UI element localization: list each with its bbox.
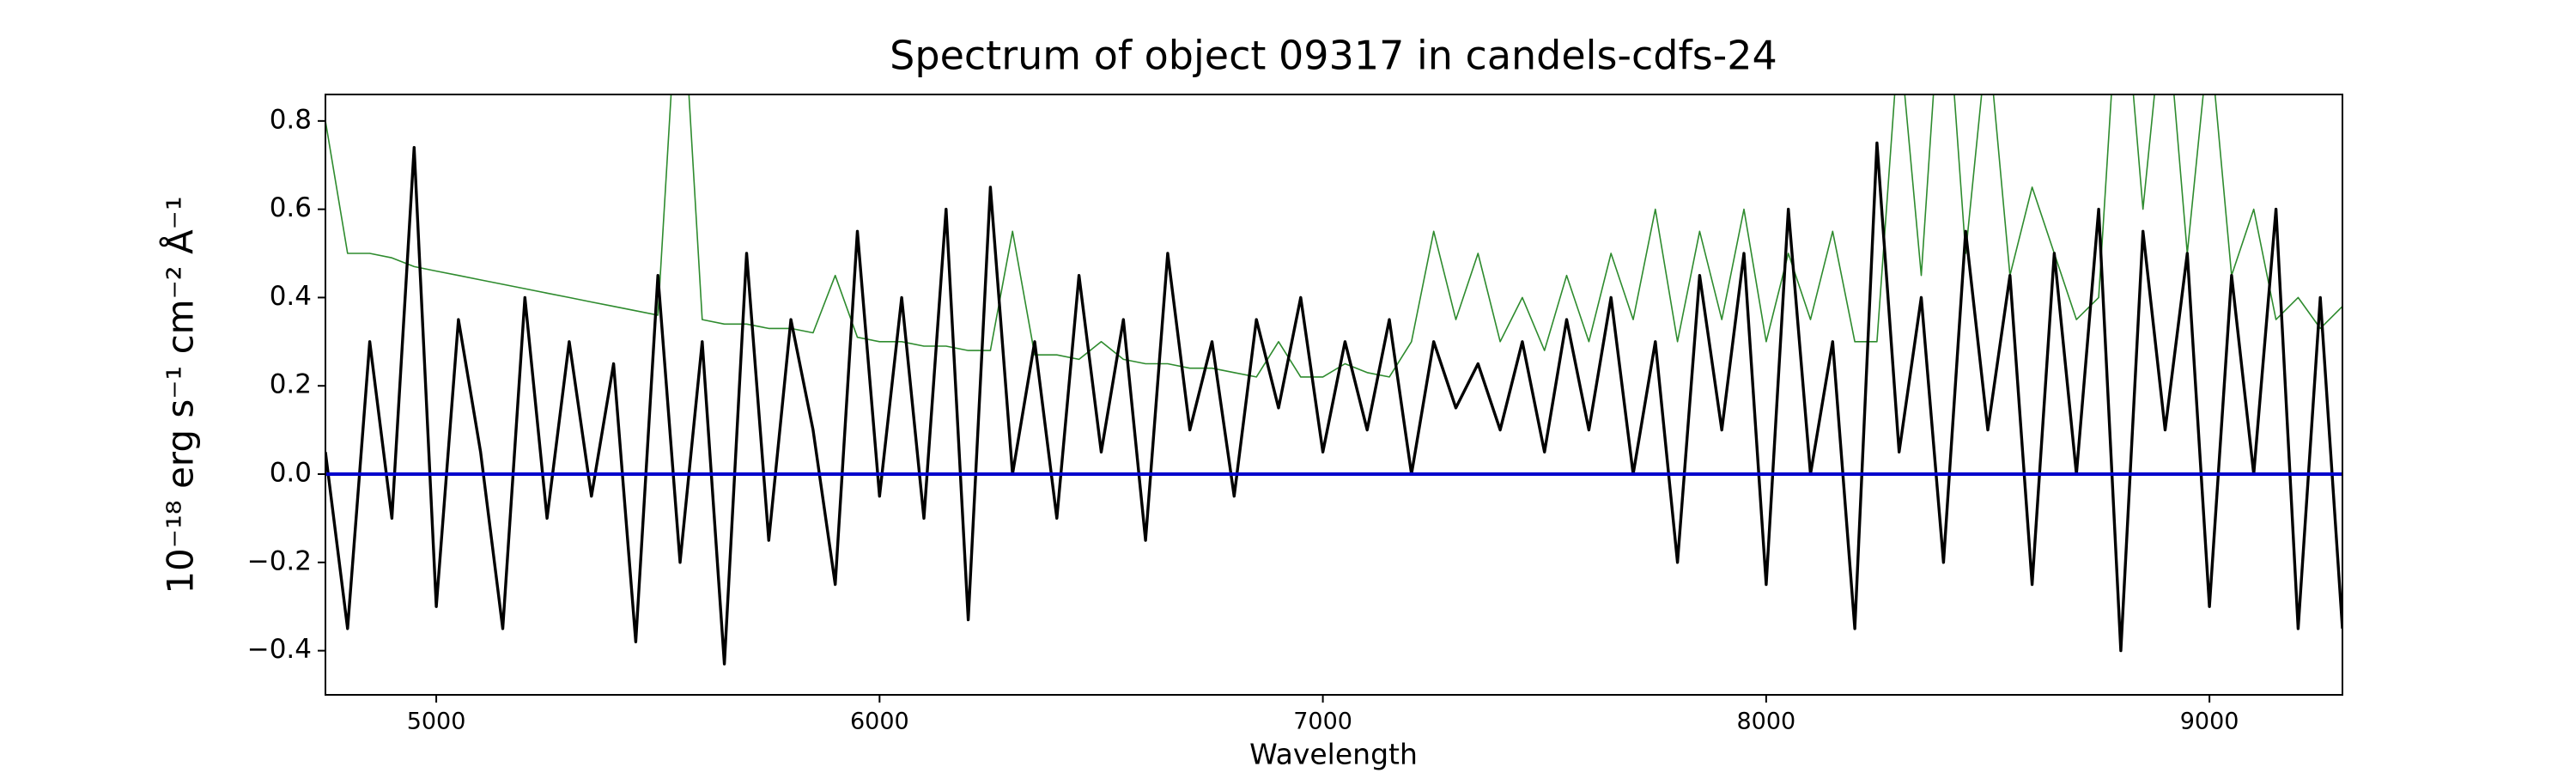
spectrum-line [325, 94, 2342, 378]
y-tick-label: −0.2 [247, 545, 312, 576]
plot-area [325, 94, 2342, 666]
y-tick-label: 0.2 [270, 369, 312, 400]
spectrum-line [325, 141, 2342, 666]
x-tick-label: 8000 [1736, 709, 1795, 735]
plot-frame [325, 94, 2343, 696]
y-tick-label: 0.0 [270, 458, 312, 489]
y-tick-label: 0.6 [270, 192, 312, 223]
x-axis-label: Wavelength [1249, 738, 1418, 771]
y-tick-label: 0.4 [270, 281, 312, 312]
x-tick-label: 7000 [1293, 709, 1352, 735]
x-tick-label: 9000 [2180, 709, 2239, 735]
x-tick-label: 6000 [850, 709, 909, 735]
x-tick-label: 5000 [407, 709, 466, 735]
chart-title: Spectrum of object 09317 in candels-cdfs… [890, 33, 1777, 79]
y-tick-label: 0.8 [270, 104, 312, 135]
y-tick-label: −0.4 [247, 634, 312, 665]
y-axis-label: 10⁻¹⁸ erg s⁻¹ cm⁻² Å⁻¹ [159, 196, 202, 593]
